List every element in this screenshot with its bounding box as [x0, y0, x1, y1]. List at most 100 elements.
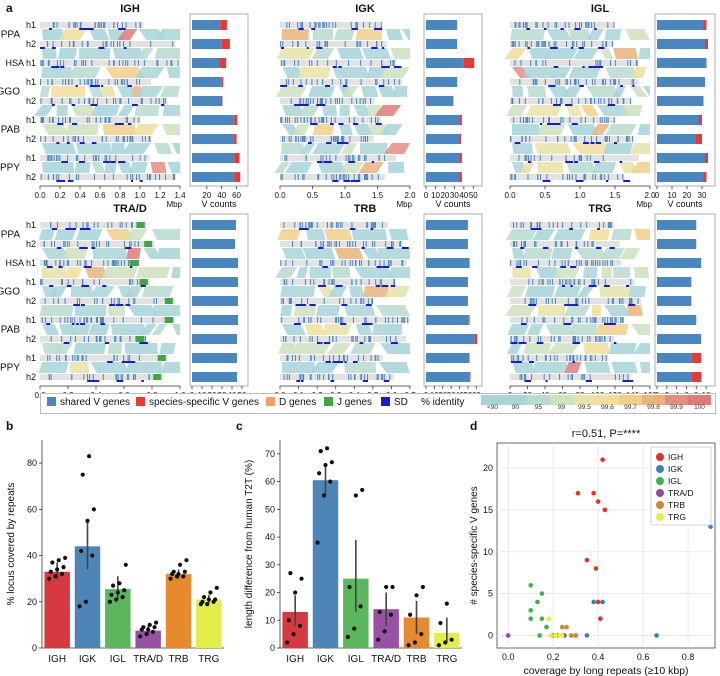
identity-band [605, 67, 639, 78]
gene-tick [325, 174, 327, 180]
gene-tick [611, 41, 613, 47]
gene-tick [331, 279, 333, 285]
gene-tick [58, 117, 60, 123]
identity-band [124, 229, 148, 240]
data-point [328, 479, 333, 484]
shared-v-bar [657, 353, 692, 363]
identity-band [586, 86, 621, 97]
shared-v-bar [192, 115, 235, 125]
gene-tick [612, 298, 614, 304]
gene-tick [402, 317, 404, 323]
gene-tick [297, 41, 299, 47]
sd-segment [361, 247, 365, 249]
legend-label: J genes [337, 397, 373, 408]
gene-tick [141, 98, 143, 104]
gene-tick [330, 117, 332, 123]
sd-segment [51, 66, 55, 68]
row-label: h2 [26, 134, 36, 144]
gene-tick [328, 279, 330, 285]
gene-tick [632, 136, 634, 142]
gene-tick [113, 22, 115, 28]
identity-band [78, 48, 111, 59]
gene-tick [609, 317, 611, 323]
gene-tick [113, 41, 115, 47]
sd-segment [540, 123, 543, 125]
gene-tick [282, 136, 284, 142]
identity-swatch [481, 395, 504, 405]
specific-v-bar [691, 353, 702, 363]
gene-tick [565, 155, 567, 161]
sd-segment [549, 47, 558, 49]
identity-band [631, 324, 650, 335]
bar [44, 571, 70, 648]
gene-tick [102, 41, 104, 47]
y-tick-label: 10 [483, 547, 493, 557]
scatter-point [537, 633, 543, 638]
identity-band [38, 229, 56, 240]
gene-tick [320, 317, 322, 323]
data-point [55, 567, 60, 572]
gene-tick [610, 222, 612, 228]
gene-tick [516, 355, 518, 361]
scatter-point [564, 624, 569, 630]
scatter-point [548, 633, 554, 638]
data-point [182, 569, 187, 574]
gene-tick [117, 41, 119, 47]
gene-tick [389, 260, 391, 266]
identity-band [622, 105, 643, 116]
sd-segment [124, 247, 132, 249]
data-point [120, 595, 125, 600]
alignment-title: IGH [120, 3, 140, 15]
sd-segment [63, 342, 70, 344]
gene-tick [107, 222, 109, 228]
legend-swatch [324, 397, 333, 406]
gene-tick [377, 174, 379, 180]
gene-tick [598, 279, 600, 285]
gene-tick [558, 336, 560, 342]
identity-tick: 99.5 [578, 404, 591, 411]
gene-tick [286, 155, 288, 161]
gene-tick [164, 98, 166, 104]
gene-tick [129, 136, 131, 142]
gene-tick [67, 279, 69, 285]
sd-segment [325, 361, 331, 363]
data-point [318, 448, 323, 454]
identity-band [544, 48, 579, 59]
gene-tick [549, 355, 551, 361]
gene-tick [538, 222, 540, 228]
gene-tick [538, 279, 540, 285]
gene-tick [402, 260, 404, 266]
x-tick-label: IGH [48, 654, 66, 665]
gene-tick [293, 336, 295, 342]
gene-tick [575, 336, 577, 342]
gene-tick [286, 79, 288, 85]
sd-segment [588, 285, 597, 287]
gene-tick [361, 298, 363, 304]
gene-tick [172, 41, 174, 47]
gene-tick [119, 222, 121, 228]
sd-segment [293, 323, 301, 325]
row-label: HSA h1 [5, 258, 36, 268]
gene-tick [569, 355, 571, 361]
identity-band [611, 229, 632, 240]
identity-tick: 99 [557, 404, 566, 411]
specific-v-bar [468, 315, 470, 325]
gene-tick [170, 60, 172, 66]
identity-band [613, 48, 639, 59]
sd-segment [527, 47, 531, 49]
data-point [114, 597, 119, 602]
gene-tick [579, 22, 581, 28]
sd-segment [556, 66, 559, 68]
gene-tick [370, 117, 372, 123]
gene-tick [50, 336, 52, 342]
gene-tick [567, 298, 569, 304]
identity-band [332, 67, 370, 78]
identity-band [92, 248, 127, 259]
identity-band [159, 343, 176, 354]
locus-row [510, 60, 638, 66]
gene-tick [93, 279, 95, 285]
gene-tick [343, 298, 345, 304]
sd-segment [58, 180, 66, 182]
gene-tick [354, 260, 356, 266]
identity-band [126, 362, 163, 373]
